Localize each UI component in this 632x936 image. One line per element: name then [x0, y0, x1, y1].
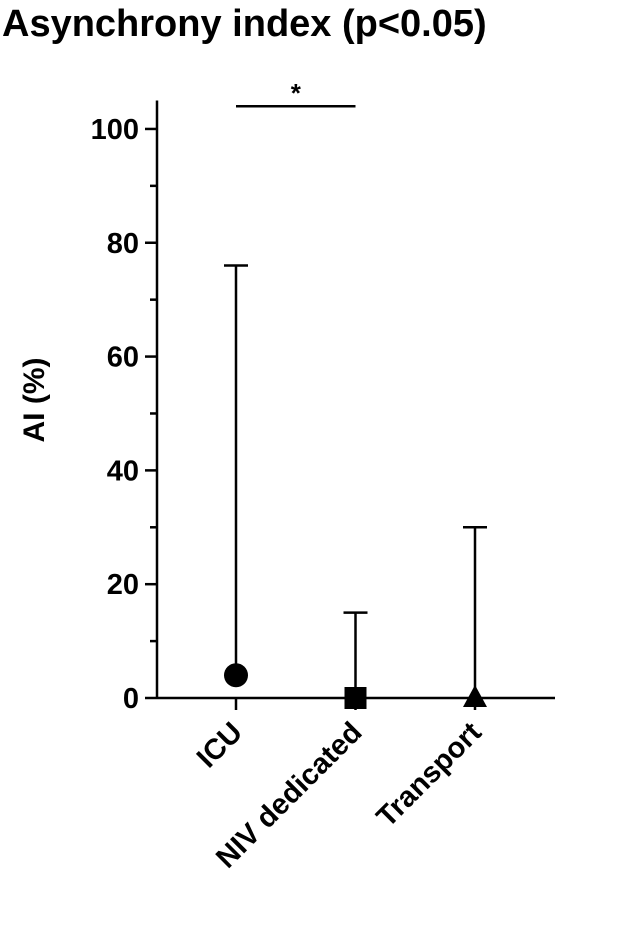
- marker: [224, 663, 248, 688]
- significance-label: *: [291, 78, 302, 108]
- y-tick-label: 100: [91, 114, 139, 146]
- chart-title: Asynchrony index (p<0.05): [2, 3, 487, 45]
- x-tick-label: ICU: [191, 716, 249, 774]
- marker: [344, 687, 367, 709]
- y-tick-label: 0: [123, 683, 139, 715]
- y-tick-label: 20: [107, 569, 139, 601]
- marker: [463, 685, 487, 707]
- y-tick-label: 80: [107, 228, 139, 260]
- y-tick-label: 40: [107, 455, 139, 487]
- y-axis-label: AI (%): [18, 358, 51, 443]
- x-tick-label: Transport: [371, 716, 488, 833]
- y-tick-label: 60: [107, 342, 139, 374]
